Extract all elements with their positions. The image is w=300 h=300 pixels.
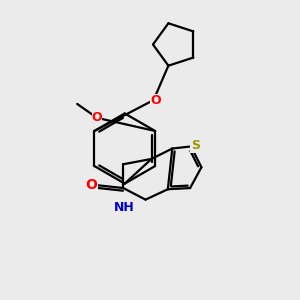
Text: NH: NH [114, 202, 135, 214]
Text: O: O [150, 94, 161, 106]
Text: O: O [92, 111, 102, 124]
Text: S: S [191, 139, 200, 152]
Text: O: O [85, 178, 98, 192]
